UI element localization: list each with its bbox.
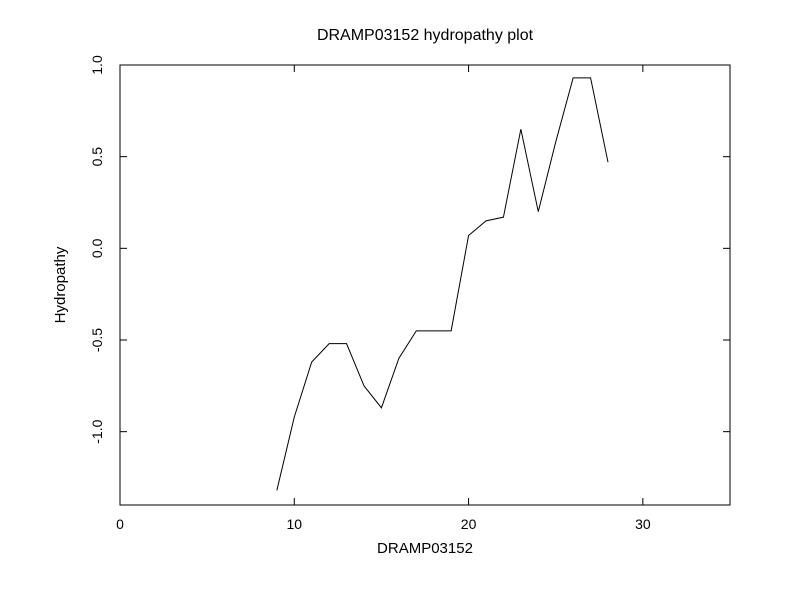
y-axis-ticks: -1.0 -0.5 0.0 0.5 1.0	[89, 55, 730, 444]
svg-text:0: 0	[116, 516, 124, 532]
chart-title: DRAMP03152 hydropathy plot	[317, 27, 534, 44]
svg-text:0.0: 0.0	[89, 238, 105, 258]
svg-text:30: 30	[635, 516, 651, 532]
svg-text:1.0: 1.0	[89, 55, 105, 75]
chart-svg: DRAMP03152 hydropathy plot 0102030 -1.0-…	[0, 0, 800, 600]
hydropathy-line	[277, 78, 608, 491]
svg-text:-0.5: -0.5	[89, 328, 105, 352]
svg-text:0.5: 0.5	[89, 147, 105, 167]
plot-border	[120, 65, 730, 505]
svg-text:-1.0: -1.0	[89, 419, 105, 443]
y-axis-label: Hydropathy	[52, 246, 69, 323]
hydropathy-chart: DRAMP03152 hydropathy plot 0102030 -1.0-…	[0, 0, 800, 600]
svg-text:20: 20	[461, 516, 477, 532]
svg-text:10: 10	[286, 516, 302, 532]
x-axis-label: DRAMP03152	[377, 540, 473, 557]
x-axis-ticks: 0 10 20 30	[116, 65, 651, 532]
